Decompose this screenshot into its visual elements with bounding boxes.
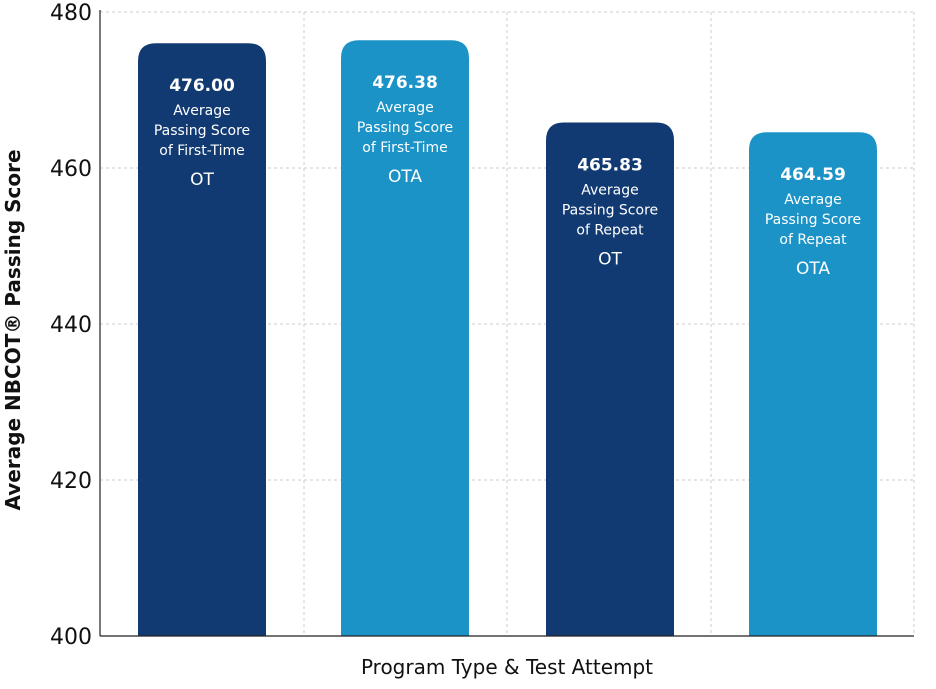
bar-labels: 476.00 Average Passing Score of First-Time O… <box>154 73 861 279</box>
bar-description-line: Average <box>173 103 231 119</box>
y-axis-title: Average NBCOT® Passing Score <box>1 149 25 510</box>
bars <box>138 40 877 636</box>
y-tick-label: 400 <box>50 625 92 650</box>
bar-program-label: OTA <box>796 259 830 279</box>
bar-program-label: OT <box>190 170 214 190</box>
bar-description-line: Average <box>376 100 434 116</box>
bar-3 <box>546 122 674 636</box>
bar-program-label: OTA <box>388 167 422 187</box>
y-tick-labels: 400 420 440 460 480 <box>50 1 92 650</box>
bar-value-label: 476.38 <box>372 73 438 93</box>
bar-value-label: 464.59 <box>780 165 846 185</box>
y-tick-label: 460 <box>50 157 92 182</box>
bar-description-line: Passing Score <box>154 123 250 139</box>
bar-description-line: Passing Score <box>357 120 453 136</box>
bar-2 <box>341 40 469 636</box>
y-tick-label: 440 <box>50 313 92 338</box>
bar-value-label: 476.00 <box>169 76 235 96</box>
axes <box>99 10 914 637</box>
bar-description-line: of First-Time <box>362 140 447 156</box>
bar-value-label: 465.83 <box>577 156 643 176</box>
bar-1 <box>138 43 266 636</box>
bar-description-line: of Repeat <box>779 232 847 248</box>
y-tick-label: 480 <box>50 1 92 26</box>
bar-description-line: Passing Score <box>765 212 861 228</box>
bar-description-line: of First-Time <box>159 143 244 159</box>
bar-description-line: of Repeat <box>576 223 644 239</box>
bar-4 <box>749 132 877 636</box>
bar-description-line: Average <box>784 192 842 208</box>
bar-description-line: Average <box>581 183 639 199</box>
y-tick-label: 420 <box>50 469 92 494</box>
bar-description-line: Passing Score <box>562 203 658 219</box>
x-axis-title: Program Type & Test Attempt <box>361 655 653 679</box>
bar-program-label: OT <box>598 250 622 270</box>
